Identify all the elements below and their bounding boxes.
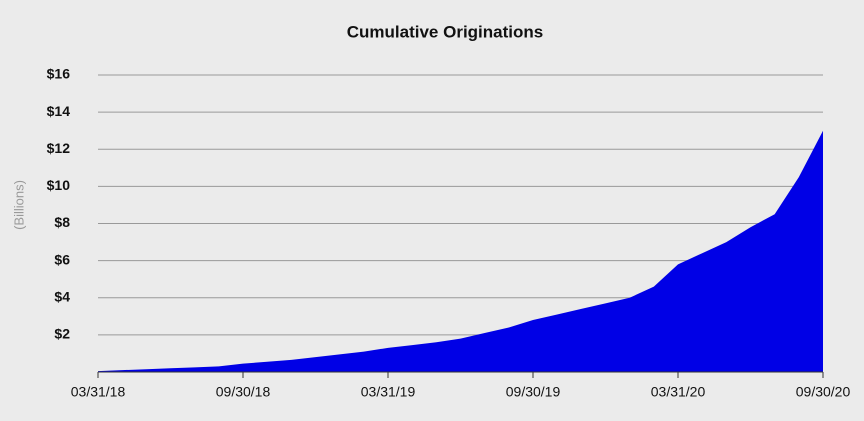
y-tick-label: $14 xyxy=(47,103,71,119)
x-tick-label: 09/30/19 xyxy=(506,384,561,400)
y-tick-label: $16 xyxy=(47,66,71,82)
y-tick-label: $2 xyxy=(54,326,70,342)
y-axis-label: (Billions) xyxy=(11,180,26,230)
chart-title: Cumulative Originations xyxy=(347,22,543,41)
y-tick-label: $10 xyxy=(47,177,71,193)
y-tick-label: $6 xyxy=(54,251,70,267)
x-tick-label: 03/31/18 xyxy=(71,384,126,400)
x-tick-label: 09/30/20 xyxy=(796,384,851,400)
x-tick-label: 03/31/19 xyxy=(361,384,416,400)
y-tick-label: $8 xyxy=(54,214,70,230)
area xyxy=(98,130,823,372)
y-tick-label: $12 xyxy=(47,140,71,156)
x-tick-label: 09/30/18 xyxy=(216,384,271,400)
x-tick-label: 03/31/20 xyxy=(651,384,706,400)
y-tick-label: $4 xyxy=(54,288,70,304)
